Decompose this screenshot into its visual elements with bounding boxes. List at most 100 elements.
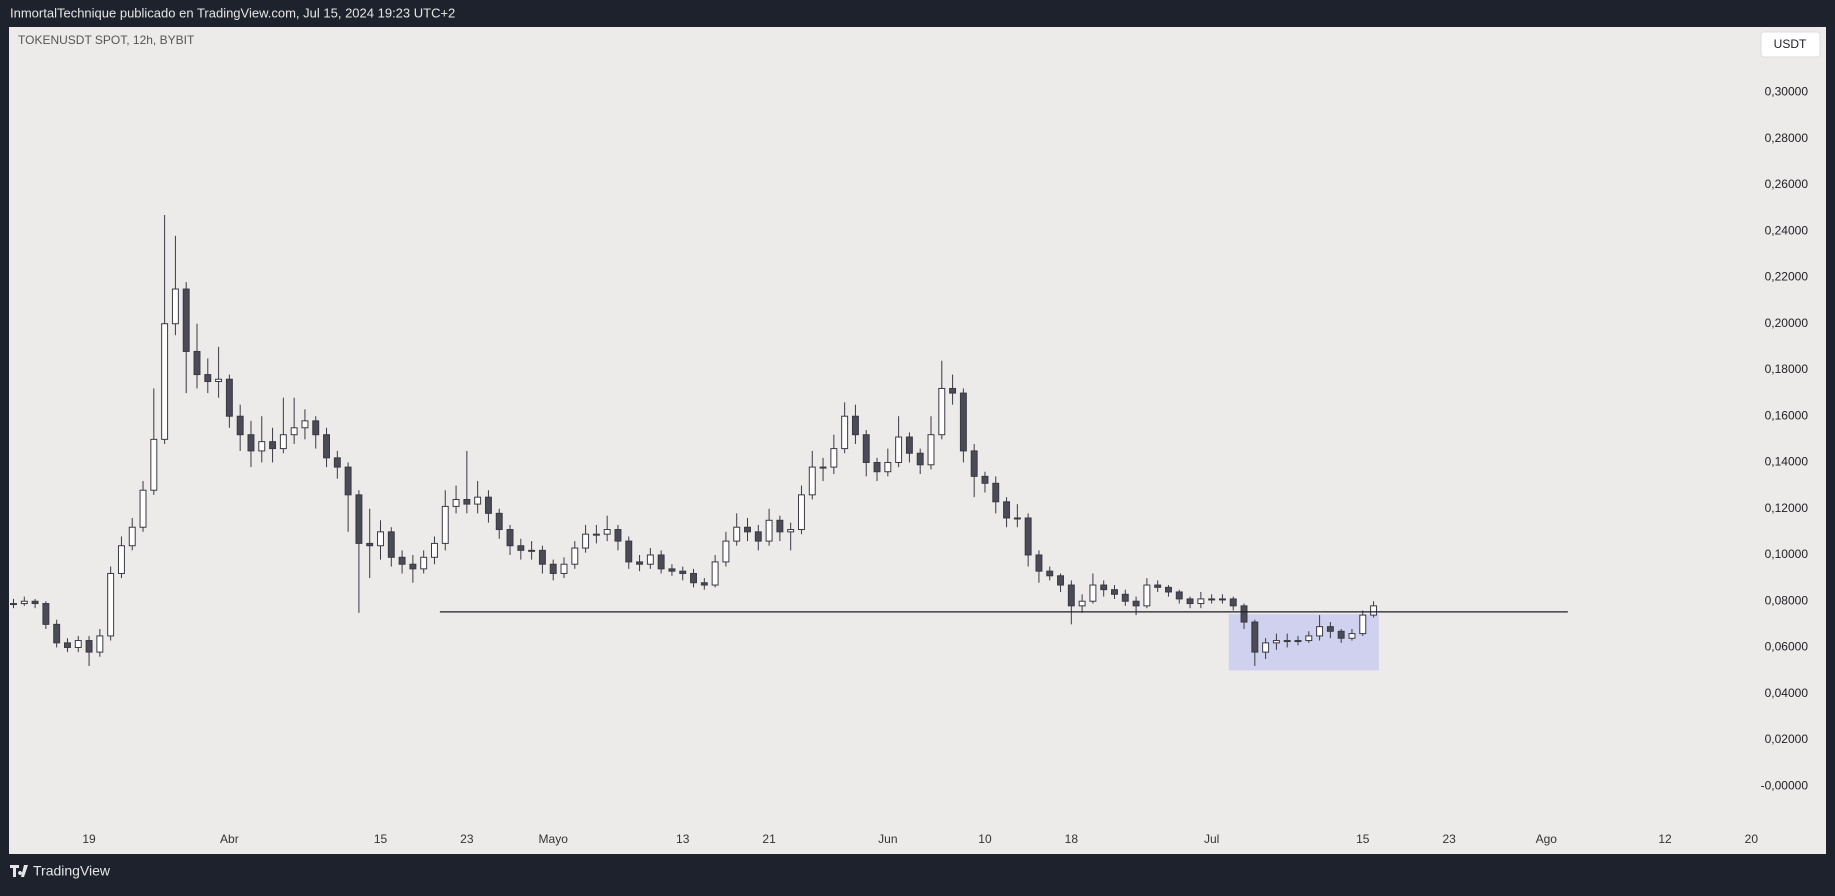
candle-body: [1100, 584, 1108, 591]
candle-body: [1035, 554, 1043, 572]
candle-body: [1251, 621, 1259, 653]
y-tick-label: 0,22000: [1765, 270, 1809, 284]
candle-body: [808, 466, 816, 496]
candle-body: [1348, 633, 1356, 639]
y-tick-label: 0,12000: [1765, 501, 1809, 515]
y-tick-label: 0,30000: [1765, 85, 1809, 99]
candle-body: [344, 466, 352, 496]
candle-body: [225, 378, 233, 417]
candle-body: [247, 434, 255, 452]
candle-body: [1326, 626, 1334, 632]
candle-body: [841, 415, 849, 450]
candle-body: [474, 496, 482, 505]
x-tick-label: 10: [978, 832, 992, 846]
candle-body: [690, 572, 697, 584]
candle-body: [10, 603, 17, 606]
candle-body: [1337, 630, 1345, 639]
currency-button[interactable]: [1760, 31, 1821, 58]
candle-body: [603, 529, 611, 535]
candle-body: [139, 489, 147, 528]
x-tick-label: 13: [676, 832, 690, 846]
y-tick-label: -0,00000: [1761, 778, 1809, 792]
y-tick-label: 0,06000: [1765, 640, 1809, 654]
candle-body: [733, 526, 741, 542]
candle-body: [765, 519, 773, 542]
candle-body: [1229, 598, 1237, 607]
candle-body: [204, 374, 212, 383]
candle-body: [506, 529, 514, 547]
candle-body: [722, 540, 730, 563]
candle-body: [873, 461, 881, 473]
candle-body: [279, 434, 287, 450]
candle-body: [571, 547, 579, 565]
candle-body: [301, 420, 309, 429]
candle-body: [905, 436, 913, 454]
candle-body: [798, 494, 805, 531]
candle-body: [161, 323, 169, 440]
candle-body: [193, 350, 201, 376]
candle-body: [938, 387, 946, 436]
candle-body: [117, 545, 125, 574]
y-tick-label: 0,26000: [1765, 177, 1809, 191]
candle-body: [452, 498, 460, 507]
candle-body: [1089, 584, 1097, 602]
candle-body: [711, 561, 719, 586]
candle-body: [258, 441, 266, 452]
y-tick-label: 0,24000: [1765, 223, 1809, 237]
candle-body: [1294, 640, 1302, 643]
x-tick-label: 21: [762, 832, 776, 846]
candle-body: [377, 531, 384, 547]
candle-body: [1240, 605, 1248, 623]
candle-body: [1272, 640, 1280, 644]
x-tick-label: Jun: [878, 832, 897, 846]
candle-body: [549, 563, 557, 574]
candle-body: [1024, 517, 1032, 556]
y-tick-label: 0,28000: [1765, 131, 1809, 145]
candle-body: [992, 482, 1000, 503]
candle-body: [1046, 570, 1054, 577]
candle-body: [830, 448, 838, 468]
candle-body: [128, 526, 136, 547]
candle-body: [1132, 600, 1140, 607]
candle-body: [851, 415, 859, 436]
candle-body: [420, 556, 428, 570]
y-tick-label: 0,10000: [1765, 547, 1809, 561]
candle-body: [528, 549, 536, 552]
candle-body: [1218, 598, 1226, 601]
candle-body: [31, 600, 39, 605]
x-tick-label: 18: [1065, 832, 1079, 846]
candle-body: [754, 531, 762, 542]
candle-body: [1143, 584, 1151, 607]
candle-body: [560, 563, 568, 574]
zone-box: [1228, 614, 1379, 671]
candle-body: [1262, 642, 1270, 653]
candle-body: [333, 457, 341, 468]
candle-body: [1186, 598, 1194, 605]
x-tick-label: Ago: [1536, 832, 1558, 846]
candle-body: [1057, 575, 1064, 586]
candle-body: [1013, 517, 1021, 520]
candle-body: [657, 554, 665, 570]
candle-body: [236, 415, 244, 436]
candle-body: [700, 582, 708, 586]
candle-body: [1197, 598, 1205, 605]
currency-label[interactable]: USDT: [1774, 37, 1807, 51]
candle-body: [398, 556, 406, 565]
candle-body: [366, 542, 374, 547]
y-tick-label: 0,14000: [1765, 455, 1809, 469]
candle-body: [959, 392, 967, 452]
footer-brand: TradingView: [33, 863, 111, 879]
candle-body: [323, 434, 330, 459]
candle-body: [150, 438, 158, 491]
candle-body: [776, 519, 784, 533]
candle-body: [42, 603, 50, 625]
candle-body: [215, 378, 223, 383]
candle-body: [355, 494, 363, 544]
candle-body: [63, 642, 71, 648]
header-text: InmortalTechnique publicado en TradingVi…: [10, 5, 455, 20]
candle-body: [787, 529, 795, 533]
candle-body: [409, 563, 417, 570]
candle-body: [171, 288, 179, 325]
x-tick-label: 20: [1745, 832, 1759, 846]
